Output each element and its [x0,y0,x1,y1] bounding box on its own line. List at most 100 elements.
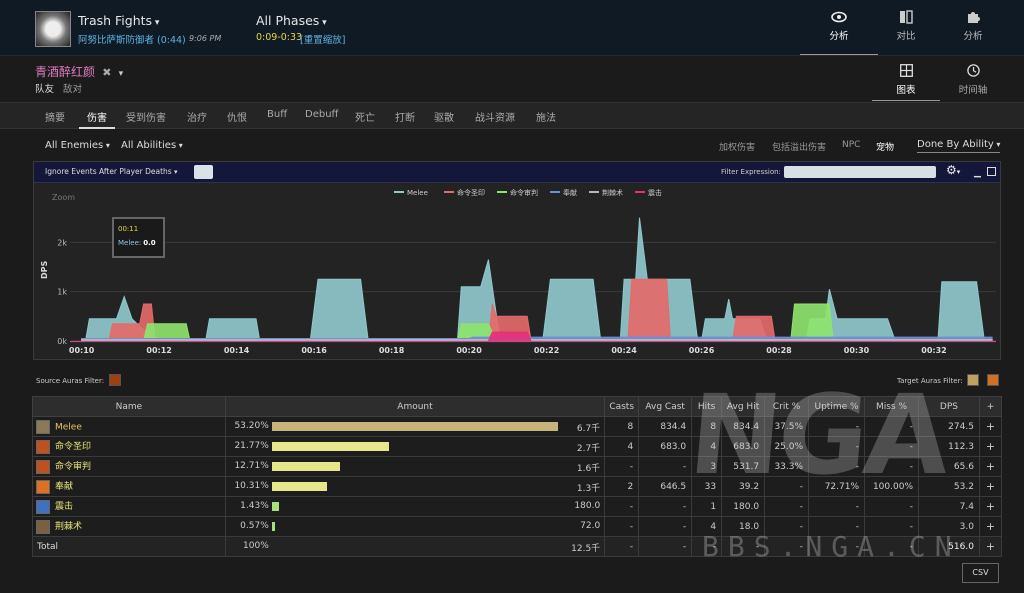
ability-name-cell[interactable]: Melee [32,416,226,437]
fight-subtitle[interactable]: 阿努比萨斯防御者 (0:44) [78,35,186,46]
nav-analyze-label: 分析 [829,31,849,42]
expand-row-button[interactable]: + [978,516,1003,537]
col-dps[interactable]: DPS [918,396,980,417]
cell-hits: 33 [691,476,723,497]
cell-miss: - [864,456,919,477]
x-tick-label: 00:28 [766,346,792,355]
cell-dps: 3.0 [918,516,980,537]
expand-row-button[interactable]: + [978,416,1003,437]
cell-dps: 65.6 [918,456,980,477]
table-row[interactable]: 命令圣印 21.77% 2.7千 4 683.0 4 683.0 25.0% - -112.3 + [32,436,1003,457]
view-timeline[interactable]: 时间轴 [940,64,1006,96]
ability-name-cell[interactable]: 命令圣印 [32,436,226,457]
tab-5[interactable]: Buff [267,109,288,120]
filter-expression-input[interactable] [784,166,936,178]
expand-total-button[interactable]: + [978,536,1003,557]
minimize-icon[interactable]: ▁ [974,168,981,178]
tab-4[interactable]: 仇恨 [227,113,247,124]
ability-name-cell[interactable]: 震击 [32,496,226,517]
view-chart[interactable]: 图表 [872,64,940,101]
table-row[interactable]: 荆棘术 0.57% 72.0- -4 18.0- - -3.0 + [32,516,1003,537]
option-npc[interactable]: NPC [842,140,861,150]
source-aura-icon[interactable] [109,374,121,386]
expand-row-button[interactable]: + [978,436,1003,457]
total-amount-cell: 100% 12.5千 [224,536,606,557]
table-row[interactable]: 命令审判 12.71% 1.6千 - -3 531.7 33.3% - -65.6 + [32,456,1003,477]
dps-chart[interactable]: 0k 1k 2k Zoom DPS 00:10 00:12 00:14 00:16 00:18 00… [34,183,1000,360]
col-uptime[interactable]: Uptime % [808,396,866,417]
table-row[interactable]: 震击 1.43% 180.0- -1 180.0- - -7.4 + [32,496,1003,517]
maximize-icon[interactable] [987,167,996,176]
col-avg-hit[interactable]: Avg Hit [721,396,766,417]
cell-miss: - [864,516,919,537]
x-tick-label: 00:20 [456,346,482,355]
nav-compare[interactable]: 对比 [873,10,939,42]
done-by-dropdown[interactable]: Done By Ability [917,139,1001,153]
amount-bar-track [271,482,562,491]
amount-bar [271,522,275,531]
actor-name: 青酒醉红颜 [35,65,96,79]
expand-row-button[interactable]: + [978,496,1003,517]
tab-10[interactable]: 战斗资源 [475,113,515,124]
col-miss[interactable]: Miss % [864,396,919,417]
chart-toolbar: Ignore Events After Player Deaths Filter… [34,162,1000,183]
amount-bar-track [271,462,562,471]
table-row[interactable]: 奉献 10.31% 1.3千 2 646.5 33 39.2-72.71% 100.00% 53… [32,476,1003,497]
ignore-deaths-dropdown[interactable]: Ignore Events After Player Deaths [45,167,177,176]
abilities-dropdown[interactable]: All Abilities [121,140,183,151]
tab-3[interactable]: 治疗 [187,113,207,124]
cell-crit: 37.5% [764,416,810,437]
col-crit[interactable]: Crit % [764,396,810,417]
col-expand[interactable]: + [978,396,1003,417]
option-pets[interactable]: 宠物 [876,143,895,153]
tab-9[interactable]: 驱散 [434,113,454,124]
option-include-overkill[interactable]: 包括溢出伤害 [772,143,827,153]
amount-value: 180.0 [574,501,601,511]
tab-1[interactable]: 伤害 [87,113,107,124]
tab-8[interactable]: 打断 [395,113,415,124]
reset-zoom-link[interactable]: [重置缩放] [300,35,346,46]
target-aura-icon-2[interactable] [987,374,999,386]
tab-0[interactable]: 摘要 [45,113,65,124]
gear-icon[interactable]: ⚙▾ [946,163,961,177]
ability-name: 震击 [55,502,74,513]
expand-row-button[interactable]: + [978,456,1003,477]
tab-6[interactable]: Debuff [305,109,339,120]
ability-name-cell[interactable]: 命令审判 [32,456,226,477]
option-weighted-damage[interactable]: 加权伤害 [719,143,756,153]
phase-select[interactable]: All Phases [256,13,327,28]
ability-name-cell[interactable]: 荆棘术 [32,516,226,537]
ability-name-cell[interactable]: 奉献 [32,476,226,497]
nav-puzzle[interactable]: 分析 [940,10,1006,42]
ignore-deaths-toggle[interactable] [194,165,213,179]
col-name[interactable]: Name [32,396,226,417]
enemies-dropdown[interactable]: All Enemies [45,140,110,151]
table-row[interactable]: Melee 53.20% 6.7千 8 834.4 8 834.4 37.5% - -274.5 + [32,416,1003,437]
expand-row-button[interactable]: + [978,476,1003,497]
tab-7[interactable]: 死亡 [355,113,375,124]
col-amount[interactable]: Amount [224,396,606,417]
target-aura-icon[interactable] [967,374,979,386]
actor-selector[interactable]: 青酒醉红颜 ✖ ▾ [35,63,123,80]
csv-button[interactable]: CSV [962,563,999,583]
cell-dps: 53.2 [918,476,980,497]
nav-analyze[interactable]: 分析 [800,10,878,55]
friendly-toggle[interactable]: 队友 [35,84,55,95]
fight-select[interactable]: Trash Fights [78,13,159,28]
col-hits[interactable]: Hits [691,396,723,417]
amount-value: 6.7千 [576,424,601,434]
col-avg-cast[interactable]: Avg Cast [638,396,693,417]
close-icon[interactable]: ✖ [102,66,112,79]
tab-2[interactable]: 受到伤害 [126,113,166,124]
y-tick-label: 1k [57,288,67,297]
amount-percent: 10.31% [234,481,269,491]
chevron-down-icon[interactable]: ▾ [118,69,124,79]
tab-11[interactable]: 施法 [536,113,556,124]
enemy-toggle[interactable]: 敌对 [63,84,83,95]
puzzle-icon [940,10,1006,28]
cell-dps: 112.3 [918,436,980,457]
col-casts[interactable]: Casts [604,396,640,417]
cell-uptime: - [808,456,866,477]
table-body: Melee 53.20% 6.7千 8 834.4 8 834.4 37.5% - -274.5 +… [32,416,1003,557]
amount-bar-track [271,442,562,451]
